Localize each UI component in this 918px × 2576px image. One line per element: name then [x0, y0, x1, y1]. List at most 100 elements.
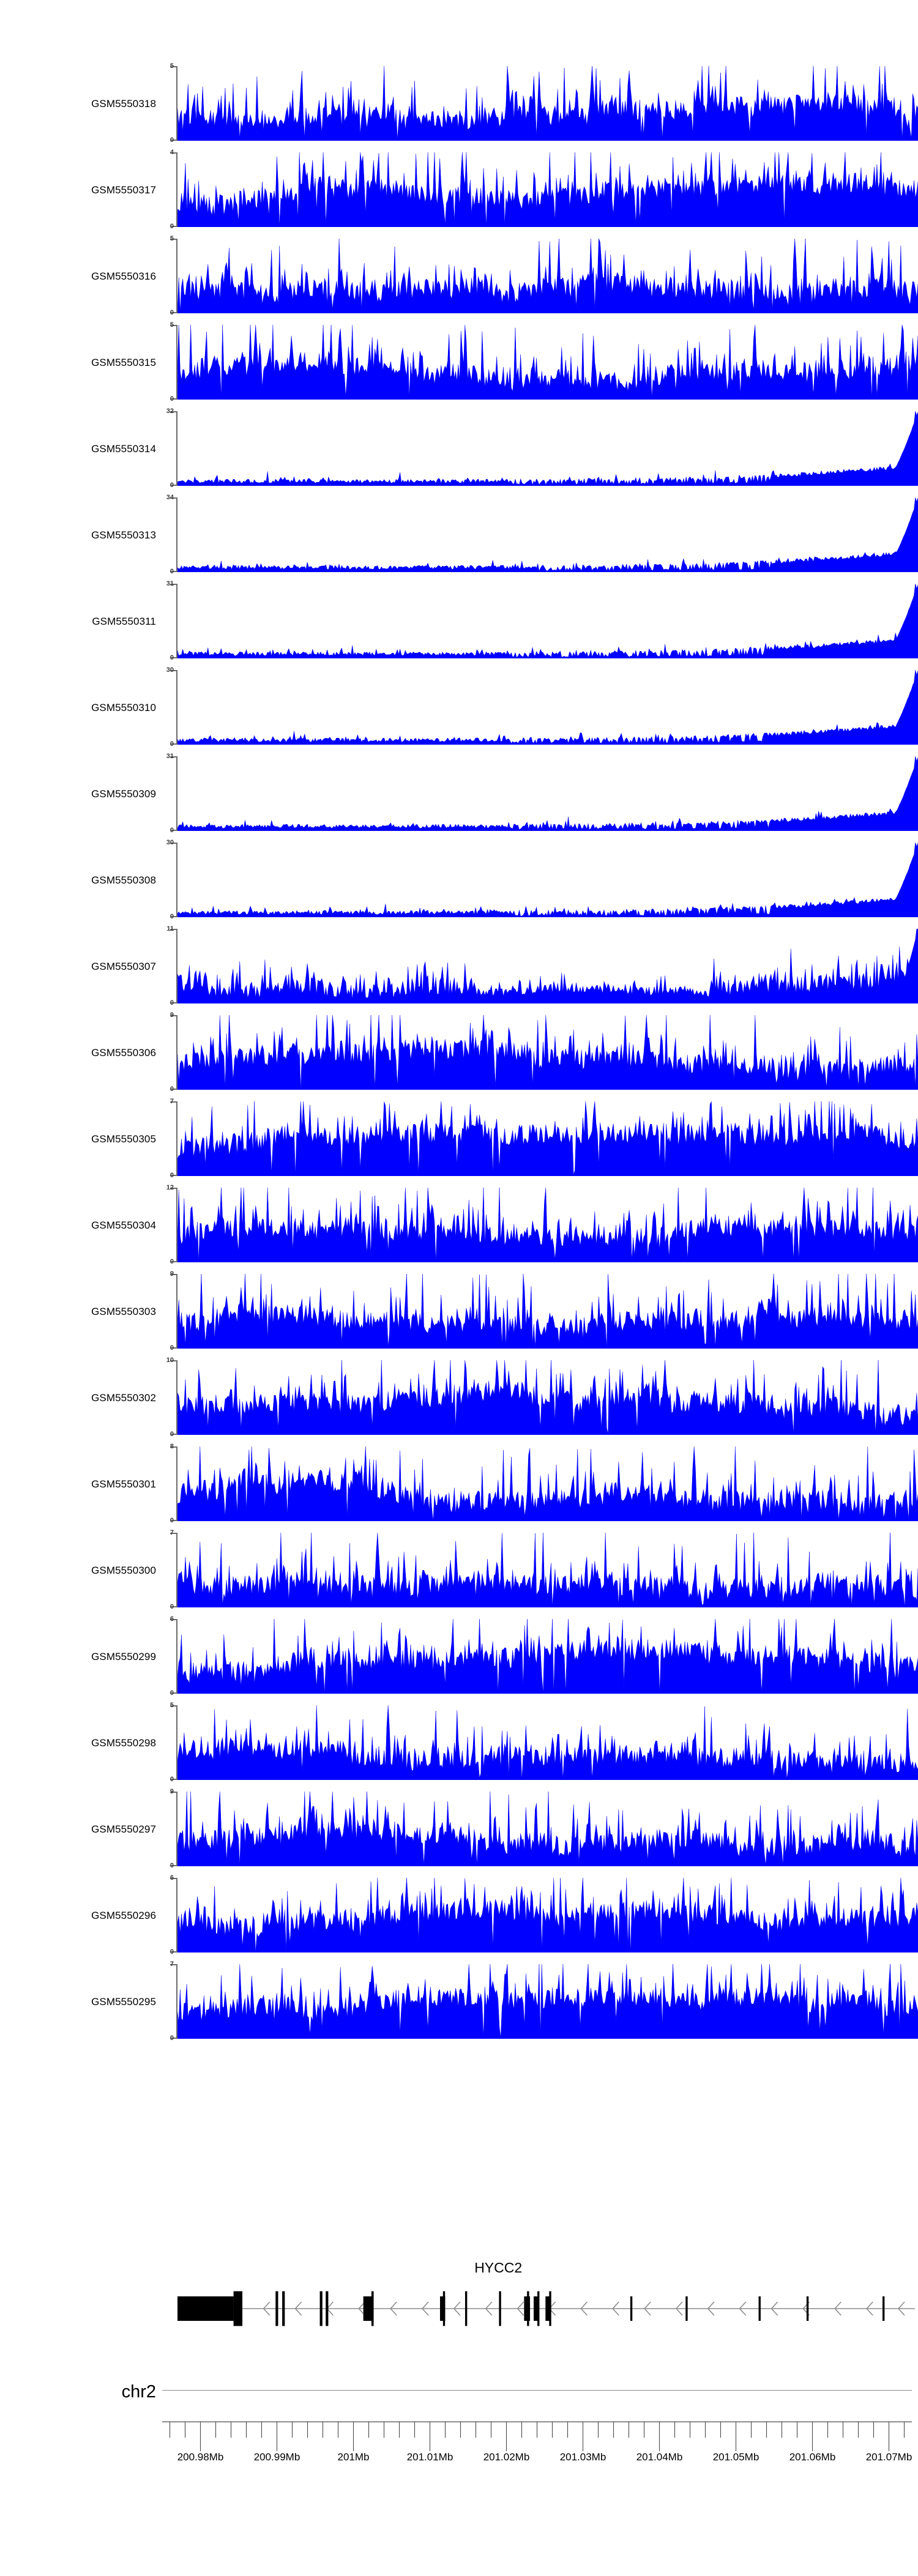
axis-label-max: 32 [166, 408, 174, 415]
coverage-track-gsm5550308[interactable]: GSM5550308 30 0 [0, 837, 918, 923]
gene-exon[interactable] [177, 2296, 234, 2321]
gene-exon[interactable] [630, 2296, 633, 2321]
gene-exon[interactable] [545, 2296, 551, 2321]
gene-exon[interactable] [363, 2296, 374, 2321]
axis-tick-min [170, 657, 177, 658]
gene-exon[interactable] [282, 2291, 285, 2326]
axis-line [176, 1533, 177, 1607]
axis-label-max: 30 [166, 666, 174, 674]
gene-exon[interactable] [534, 2296, 540, 2321]
axis-label-min: 0 [170, 2034, 174, 2042]
gene-exon[interactable] [537, 2291, 540, 2326]
gene-exon[interactable] [319, 2291, 323, 2326]
gene-exon[interactable] [882, 2296, 885, 2321]
axis-line [176, 843, 177, 917]
axis-label-min: 0 [170, 136, 174, 144]
track-label: GSM5550315 [91, 356, 156, 368]
axis-label-min: 0 [170, 223, 174, 230]
coverage-track-gsm5550307[interactable]: GSM5550307 11 0 [0, 923, 918, 1010]
coverage-track-gsm5550311[interactable]: GSM5550311 31 0 [0, 578, 918, 664]
genome-coordinate-axis: 200.98Mb 200.99Mb 201Mb 201.01Mb 201.02Mb 201… [0, 2417, 918, 2490]
axis-tick-min [170, 1089, 177, 1090]
axis-label-min: 0 [170, 1258, 174, 1265]
coverage-track-gsm5550306[interactable]: GSM5550306 9 0 [0, 1010, 918, 1096]
coverage-track-gsm5550303[interactable]: GSM5550303 9 0 [0, 1268, 918, 1355]
coverage-track-gsm5550313[interactable]: GSM5550313 34 0 [0, 492, 918, 578]
coverage-track-gsm5550315[interactable]: GSM5550315 5 0 [0, 319, 918, 406]
track-label: GSM5550300 [91, 1564, 156, 1576]
axis-line [176, 1274, 177, 1349]
coverage-track-gsm5550317[interactable]: GSM5550317 4 0 [0, 147, 918, 233]
axis-label-min: 0 [170, 827, 174, 834]
chromosome-row: chr2 [0, 2365, 918, 2426]
coverage-track-gsm5550299[interactable]: GSM5550299 6 0 [0, 1614, 918, 1700]
gene-exon[interactable] [527, 2291, 529, 2326]
axis-tick-label: 201.01Mb [406, 2451, 453, 2463]
track-label: GSM5550314 [91, 442, 156, 455]
axis-tick-min [170, 916, 177, 917]
coverage-track-gsm5550318[interactable]: GSM5550318 5 0 [0, 61, 918, 147]
track-label: GSM5550306 [91, 1046, 156, 1059]
track-label: GSM5550302 [91, 1391, 156, 1404]
coverage-track-gsm5550310[interactable]: GSM5550310 30 0 [0, 664, 918, 751]
gene-exon[interactable] [806, 2296, 809, 2321]
coverage-track-gsm5550297[interactable]: GSM5550297 9 0 [0, 1786, 918, 1872]
coverage-track-gsm5550314[interactable]: GSM5550314 32 0 [0, 406, 918, 492]
axis-tick-max [170, 1015, 177, 1016]
coverage-track-gsm5550305[interactable]: GSM5550305 7 0 [0, 1096, 918, 1182]
track-axis: 30 0 [160, 837, 918, 923]
track-label: GSM5550298 [91, 1737, 156, 1749]
axis-line [176, 756, 177, 831]
gene-exon[interactable] [685, 2296, 688, 2321]
axis-tick-min [170, 1347, 177, 1349]
track-label: GSM5550299 [91, 1650, 156, 1662]
coverage-track-gsm5550296[interactable]: GSM5550296 6 0 [0, 1872, 918, 1959]
coverage-track-gsm5550295[interactable]: GSM5550295 7 0 [0, 1959, 918, 2045]
coverage-plot-area [177, 1878, 918, 1952]
track-axis: 31 0 [160, 578, 918, 664]
coverage-track-gsm5550300[interactable]: GSM5550300 7 0 [0, 1527, 918, 1614]
axis-tick-min [170, 485, 177, 486]
track-label: GSM5550305 [91, 1133, 156, 1145]
axis-tick-min [170, 1261, 177, 1262]
gene-exon[interactable] [371, 2291, 374, 2326]
gene-annotation-track[interactable]: HYCC2 [0, 2236, 918, 2359]
axis-line [176, 929, 177, 1003]
coverage-plot-area [177, 584, 918, 658]
gene-exon[interactable] [442, 2291, 446, 2326]
gene-exon[interactable] [465, 2291, 468, 2326]
coverage-track-gsm5550304[interactable]: GSM5550304 12 0 [0, 1182, 918, 1268]
axis-label-min: 0 [170, 654, 174, 661]
gene-exon[interactable] [549, 2291, 551, 2326]
axis-tick-min [170, 830, 177, 831]
gene-exon[interactable] [326, 2291, 329, 2326]
axis-tick-label: 201.04Mb [636, 2451, 683, 2463]
gene-exon[interactable] [499, 2291, 501, 2326]
coverage-plot-area [177, 1619, 918, 1694]
axis-label-max: 7 [170, 1529, 174, 1536]
coverage-track-gsm5550309[interactable]: GSM5550309 31 0 [0, 751, 918, 837]
axis-tick-min [170, 743, 177, 745]
axis-label-min: 0 [170, 1948, 174, 1956]
coverage-track-gsm5550301[interactable]: GSM5550301 8 0 [0, 1441, 918, 1527]
track-label: GSM5550308 [91, 874, 156, 886]
axis-label-max: 9 [170, 1011, 174, 1019]
coverage-plot-area [177, 1705, 918, 1780]
coverage-track-gsm5550316[interactable]: GSM5550316 5 0 [0, 233, 918, 319]
axis-line [176, 1619, 177, 1694]
gene-exon[interactable] [439, 2296, 446, 2321]
gene-exon[interactable] [758, 2296, 761, 2321]
coverage-track-gsm5550302[interactable]: GSM5550302 10 0 [0, 1355, 918, 1441]
axis-label-max: 10 [166, 1357, 174, 1364]
axis-tick-label: 201Mb [337, 2451, 370, 2463]
coverage-track-gsm5550298[interactable]: GSM5550298 5 0 [0, 1700, 918, 1786]
axis-label-min: 0 [170, 1085, 174, 1093]
gene-exon[interactable] [275, 2291, 278, 2326]
axis-label-max: 9 [170, 1270, 174, 1278]
gene-exon[interactable] [233, 2291, 243, 2326]
axis-svg [162, 2421, 912, 2451]
axis-line [176, 1964, 177, 2039]
axis-tick-min [170, 1175, 177, 1176]
axis-line [176, 670, 177, 745]
